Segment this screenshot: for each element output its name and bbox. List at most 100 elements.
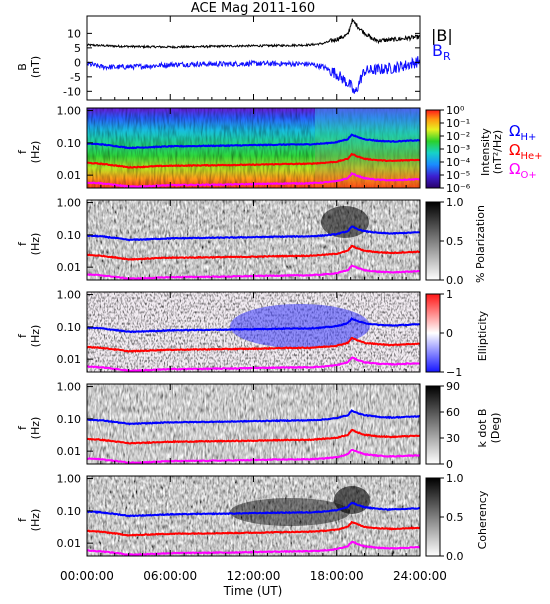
kdotb-omega-h-line <box>87 409 420 426</box>
intensity-late-overlay <box>315 108 420 188</box>
legend-omega-he-main: Ω <box>509 141 520 159</box>
legend-b-r-main: B <box>432 41 443 60</box>
polarization-ytick-label: 0.01 <box>57 261 82 274</box>
polarization-cbar-tick-label: 0.5 <box>446 235 464 248</box>
coherency-ylabel-bottom: (Hz) <box>29 509 42 532</box>
coherency-cbar-tick-label: 0.5 <box>446 511 464 524</box>
legend-omega-h-main: Ω <box>509 122 520 140</box>
kdotb-cbar-label-1: k dot B <box>476 409 489 448</box>
mag-plot-area <box>87 16 420 100</box>
intensity-cbar-tick-label: 10⁻⁴ <box>446 156 471 169</box>
intensity-cbar-tick-label: 10⁻¹ <box>446 117 470 130</box>
kdotb-ytick-label: 1.00 <box>57 381 82 394</box>
coherency-ytick-label: 0.01 <box>57 537 82 550</box>
intensity-cbar-tick-label: 10⁻² <box>446 130 470 143</box>
kdotb-cbar-tick-label: 0 <box>446 458 453 471</box>
mag-series-layer <box>87 18 420 94</box>
polarization-colorbar <box>425 201 441 281</box>
legend-b-r-sub: R <box>443 50 451 63</box>
kdotb-panel: 1.00 0.10 0.01 f (Hz) 90 60 30 0 k dot B (Deg… <box>16 380 502 471</box>
ellipticity-cbar-tick-label: 1 <box>446 288 453 301</box>
ellipticity-ylabel-bottom: (Hz) <box>29 325 42 348</box>
mag-ytick-label: -10 <box>63 85 81 98</box>
polarization-ytick-label: 0.10 <box>57 229 82 242</box>
polarization-yaxis: 1.00 0.10 0.01 <box>57 197 93 274</box>
figure-title: ACE Mag 2011-160 <box>191 1 315 16</box>
xtick-label: 00:00:00 <box>60 569 114 583</box>
kdotb-ylabel-top: f <box>16 425 29 430</box>
mag-ylabel-bottom: (nT) <box>29 56 42 78</box>
mag-yaxis: 10 50 -5-10 <box>63 27 420 98</box>
kdotb-cbar-tick-label: 60 <box>446 406 460 419</box>
legend-b-r: BR <box>432 41 451 63</box>
legend-omega-o-sub: O+ <box>520 170 536 181</box>
intensity-ytick-label: 1.00 <box>57 105 82 118</box>
polarization-ytick-label: 1.00 <box>57 197 82 210</box>
ellipticity-colorbar-ticks: 1 0 −1 <box>440 288 462 379</box>
legend-omega-he: ΩHe+ <box>509 141 543 162</box>
intensity-cbar-tick-label: 10⁰ <box>446 104 465 117</box>
legend-omega-o: ΩO+ <box>509 160 537 181</box>
ellipticity-panel: 1.00 0.10 0.01 f (Hz) 1 0 −1 Ellipticity <box>16 288 489 379</box>
polarization-omega-he-line <box>87 244 420 261</box>
kdotb-omega-he-line <box>87 428 420 445</box>
legend-b-mag: |B| <box>431 26 453 45</box>
kdotb-cbar-tick-label: 30 <box>446 432 460 445</box>
kdotb-cbar-label-2: (Deg) <box>489 413 502 444</box>
mag-ylabel-top: B <box>16 63 29 71</box>
ellipticity-ylabel-top: f <box>16 333 29 338</box>
kdotb-ytick-label: 0.01 <box>57 445 82 458</box>
xtick-label: 12:00:00 <box>227 569 281 583</box>
ellipticity-cbar-tick-label: −1 <box>446 366 462 379</box>
polarization-omega-h-line <box>87 225 420 242</box>
coherency-cbar-tick-label: 1.0 <box>446 472 464 485</box>
intensity-cbar-label-2: (nT²/Hz) <box>491 130 504 174</box>
intensity-omega-he-line <box>87 152 420 169</box>
coherency-colorbar-ticks: 1.0 0.5 0.0 <box>440 472 464 563</box>
intensity-cbar-tick-label: 10⁻³ <box>446 143 470 156</box>
time-axis: 00:00:00 06:00:00 12:00:00 18:00:00 24:00:00 <box>60 16 447 583</box>
mag-ytick-label: 5 <box>74 42 81 55</box>
ellipticity-ytick-label: 0.10 <box>57 321 82 334</box>
intensity-ylabel-bottom: (Hz) <box>29 141 42 164</box>
coherency-omega-h-line <box>87 501 420 518</box>
mag-ytick-label: 0 <box>74 56 81 69</box>
intensity-cbar-tick-label: 10⁻⁶ <box>446 182 471 195</box>
polarization-cbar-label: % Polarization <box>474 205 487 283</box>
ellipticity-ytick-label: 0.01 <box>57 353 82 366</box>
polarization-colorbar-ticks: 1.0 0.5 0.0 <box>440 196 464 287</box>
ellipticity-yaxis: 1.00 0.10 0.01 <box>57 289 93 366</box>
intensity-cbar-tick-label: 10⁻⁵ <box>446 169 470 182</box>
ellipticity-ytick-label: 1.00 <box>57 289 82 302</box>
xaxis-label: Time (UT) <box>223 584 283 598</box>
coherency-ylabel-top: f <box>16 517 29 522</box>
kdotb-yaxis: 1.00 0.10 0.01 <box>57 381 93 458</box>
intensity-ytick-label: 0.10 <box>57 137 82 150</box>
legend-omega-h: ΩH+ <box>509 122 536 143</box>
coherency-cbar-label: Coherency <box>476 490 489 549</box>
kdotb-ylabel-bottom: (Hz) <box>29 417 42 440</box>
mag-ytick-label: -5 <box>70 71 81 84</box>
intensity-ylabel-top: f <box>16 149 29 154</box>
intensity-ytick-label: 0.01 <box>57 169 82 182</box>
polarization-panel: 1.00 0.10 0.01 f (Hz) 1.0 0.5 0.0 % Polariza… <box>16 196 487 287</box>
xtick-label: 06:00:00 <box>143 569 197 583</box>
xtick-label: 18:00:00 <box>310 569 364 583</box>
intensity-omega-h-line <box>87 133 420 150</box>
polarization-cbar-tick-label: 1.0 <box>446 196 464 209</box>
coherency-yaxis: 1.00 0.10 0.01 <box>57 473 93 550</box>
intensity-colorbar <box>425 109 441 189</box>
mag-ytick-label: 10 <box>67 27 81 40</box>
kdotb-colorbar-ticks: 90 60 30 0 <box>440 380 460 471</box>
coherency-ytick-label: 1.00 <box>57 473 82 486</box>
coherency-cbar-tick-label: 0.0 <box>446 550 464 563</box>
ellipticity-cbar-tick-label: 0 <box>446 327 453 340</box>
ellipticity-omega-he-line <box>87 336 420 353</box>
polarization-ylabel-top: f <box>16 241 29 246</box>
legend-omega-he-sub: He+ <box>520 151 542 162</box>
kdotb-cbar-tick-label: 90 <box>446 380 460 393</box>
